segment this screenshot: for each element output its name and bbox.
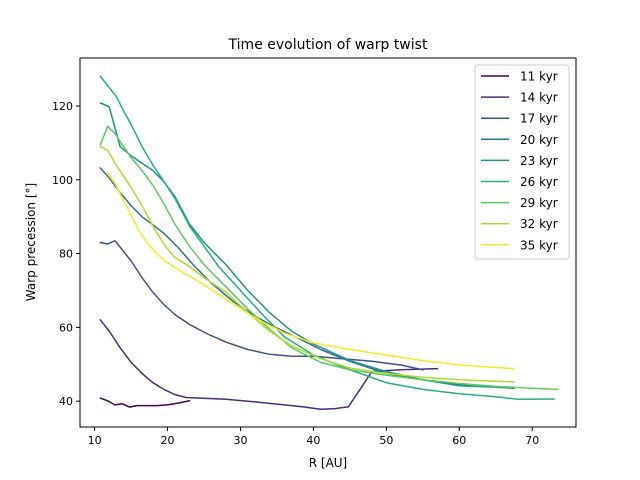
y-tick-label: 80 [59,248,73,261]
x-tick-label: 50 [379,434,393,447]
x-tick-label: 40 [306,434,320,447]
legend-label-3: 20 kyr [520,133,558,147]
plot-lines [99,75,559,411]
y-tick-label: 40 [59,395,73,408]
y-axis-label: Warp precession [°] [24,183,38,301]
series-line-4 [99,102,515,390]
legend-label-6: 29 kyr [520,196,558,210]
x-axis-ticks: 10 20 30 40 50 60 70 [88,427,539,447]
legend-label-4: 23 kyr [520,154,558,168]
x-axis-label: R [AU] [309,456,348,470]
legend-label-7: 32 kyr [520,217,558,231]
legend-label-8: 35 kyr [520,238,558,252]
y-axis-ticks: 40 60 80 100 120 [52,100,80,408]
x-tick-label: 30 [233,434,247,447]
series-line-6 [99,125,559,391]
series-line-1 [99,318,439,411]
series-line-2 [99,239,424,371]
y-tick-label: 100 [52,174,73,187]
series-line-0 [99,397,191,408]
series-line-3 [99,166,475,388]
x-tick-label: 70 [525,434,539,447]
legend: 11 kyr 14 kyr 17 kyr 20 kyr 23 kyr 26 kyr 29 k… [474,64,570,260]
x-tick-label: 20 [161,434,175,447]
series-line-7 [99,145,515,383]
legend-label-2: 17 kyr [520,112,558,126]
series-line-8 [106,171,515,370]
y-tick-label: 60 [59,321,73,334]
chart-title: Time evolution of warp twist [228,37,428,53]
legend-label-0: 11 kyr [520,70,558,84]
legend-box [474,64,570,260]
x-tick-label: 10 [88,434,102,447]
plot-area-frame [79,57,577,428]
legend-label-1: 14 kyr [520,91,558,105]
series-line-5 [99,75,555,401]
x-tick-label: 60 [452,434,466,447]
legend-label-5: 26 kyr [520,175,558,189]
y-tick-label: 120 [52,100,73,113]
